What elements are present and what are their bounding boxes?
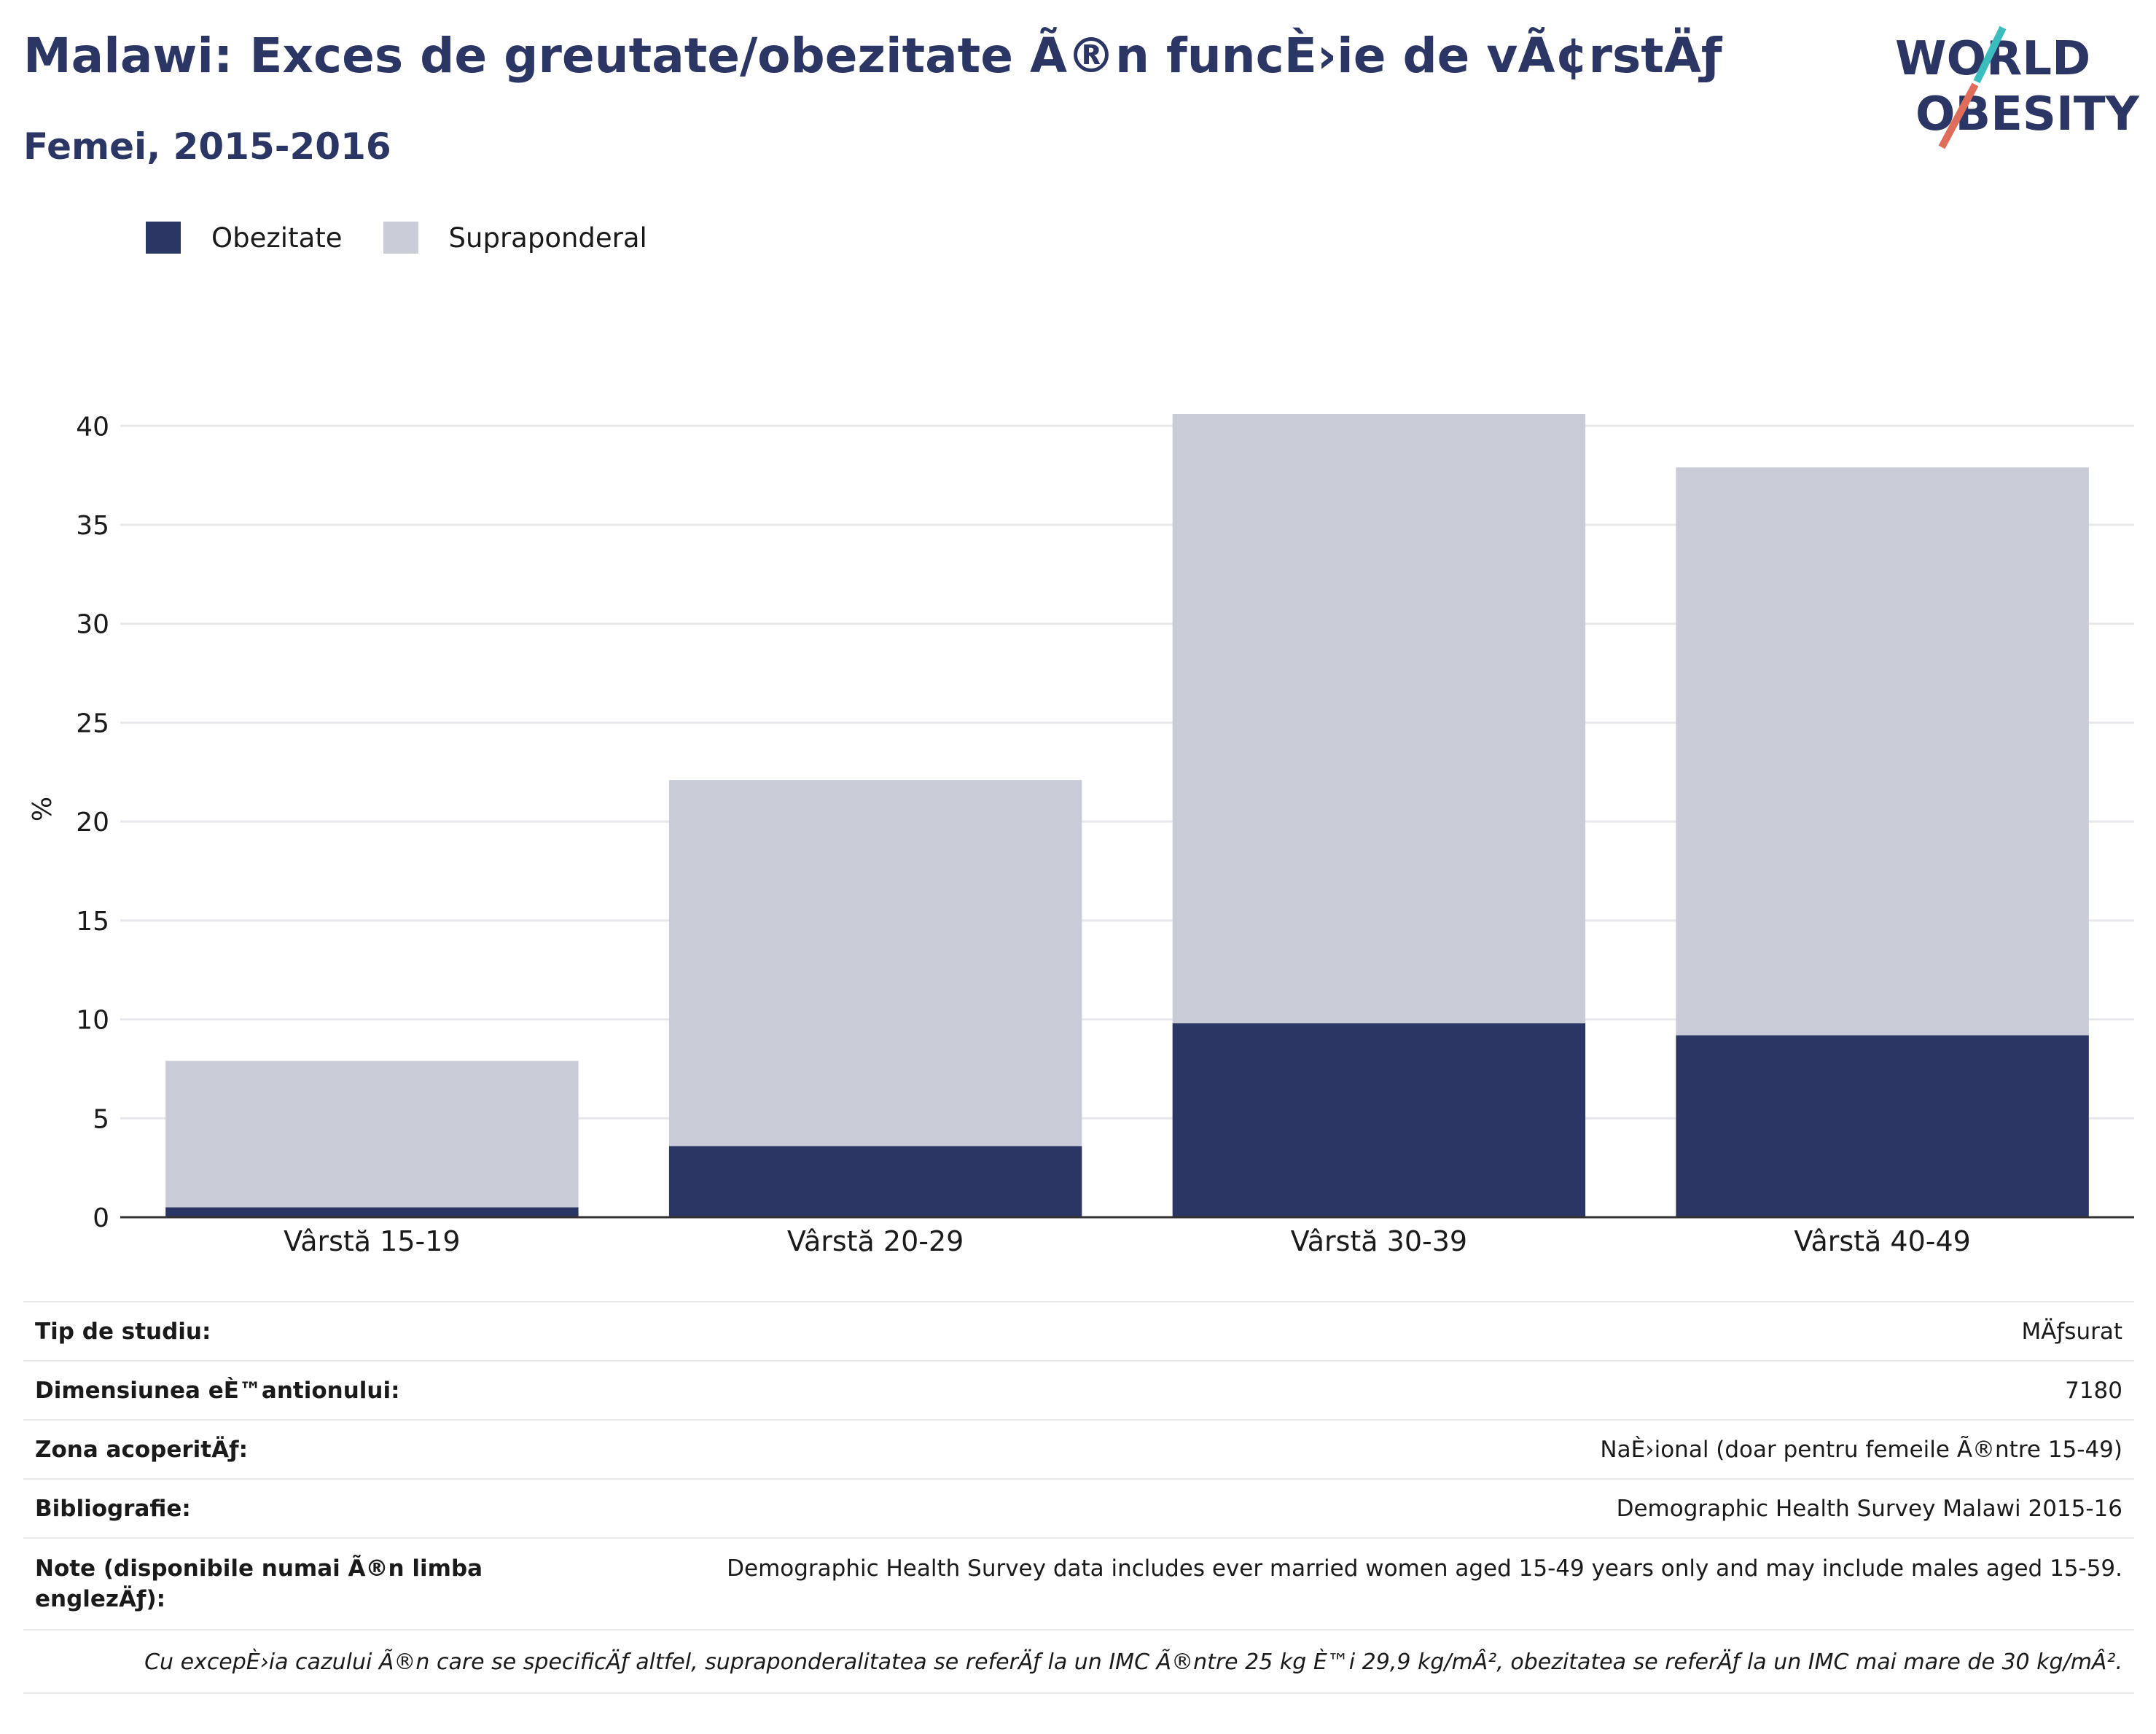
chart-subtitle: Femei, 2015-2016 — [23, 125, 391, 168]
info-value: Demographic Health Survey data includes … — [727, 1555, 2122, 1582]
y-tick-label: 20 — [76, 808, 109, 837]
legend-swatch-overweight — [383, 222, 418, 254]
info-row-area-covered: Zona acoperitÄƒ: NaÈ›ional (doar pentru … — [23, 1419, 2134, 1478]
bar-overweight — [1676, 467, 2089, 1036]
logo-slash-coral — [1938, 82, 1979, 149]
info-value: 7180 — [2065, 1377, 2122, 1404]
legend-item-obesity[interactable]: Obezitate — [146, 222, 343, 254]
legend-label-overweight: Supraponderal — [448, 222, 647, 254]
bar-obesity — [165, 1207, 579, 1217]
bar-overweight — [668, 780, 1082, 1147]
info-row-notes: Note (disponibile numai Ã®n limba englez… — [23, 1537, 2134, 1629]
y-tick-label: 30 — [76, 610, 109, 640]
logo-slash-teal — [1973, 26, 2007, 84]
x-tick-label: Vârstă 40-49 — [1794, 1225, 1970, 1257]
info-label: Note (disponibile numai Ã®n limba englez… — [35, 1555, 483, 1612]
info-value: Demographic Health Survey Malawi 2015-16 — [1616, 1495, 2122, 1522]
info-value: NaÈ›ional (doar pentru femeile Ã®ntre 15… — [1600, 1436, 2122, 1463]
y-tick-label: 5 — [93, 1104, 109, 1134]
y-tick-label: 40 — [76, 412, 109, 442]
legend-item-overweight[interactable]: Supraponderal — [383, 222, 647, 254]
y-tick-label: 35 — [76, 511, 109, 541]
info-label: Dimensiunea eÈ™antionului: — [35, 1377, 400, 1404]
bar-overweight — [1172, 414, 1586, 1023]
x-tick-label: Vârstă 20-29 — [787, 1225, 964, 1257]
bar-obesity — [1676, 1035, 2089, 1217]
info-row-sample-size: Dimensiunea eÈ™antionului: 7180 — [23, 1360, 2134, 1419]
y-tick-label: 15 — [76, 907, 109, 937]
x-tick-label: Vârstă 15-19 — [284, 1225, 460, 1257]
legend-label-obesity: Obezitate — [211, 222, 343, 254]
y-tick-label: 10 — [76, 1006, 109, 1036]
chart-legend: Obezitate Supraponderal — [146, 216, 688, 259]
info-label: Tip de studiu: — [35, 1318, 211, 1345]
info-label: Zona acoperitÄƒ: — [35, 1436, 248, 1463]
world-obesity-logo: WORLD OBESITY — [1895, 22, 2139, 153]
y-axis-label: % — [28, 797, 58, 821]
chart-title: Malawi: Exces de greutate/obezitate Ã®n … — [23, 28, 1722, 84]
info-row-study-type: Tip de studiu: MÄƒsurat — [23, 1301, 2134, 1360]
info-value: MÄƒsurat — [2021, 1318, 2122, 1345]
y-tick-label: 25 — [76, 708, 109, 738]
bar-obesity — [1172, 1023, 1586, 1217]
y-tick-label: 0 — [93, 1203, 109, 1233]
bar-chart: 0 5 10 15 20 25 30 35 40% Vârstă 15-19 Vârstă 20-2… — [28, 412, 2134, 1257]
bar-overweight — [165, 1061, 579, 1208]
info-row-bibliography: Bibliografie: Demographic Health Survey … — [23, 1478, 2134, 1537]
footnote: Cu excepÈ›ia cazului Ã®n care se specifi… — [23, 1629, 2134, 1694]
bar-obesity — [668, 1146, 1082, 1217]
info-table: Tip de studiu: MÄƒsurat Dimensiunea eÈ™a… — [23, 1301, 2134, 1694]
info-label: Bibliografie: — [35, 1495, 191, 1522]
legend-swatch-obesity — [146, 222, 181, 254]
x-tick-label: Vârstă 30-39 — [1291, 1225, 1467, 1257]
